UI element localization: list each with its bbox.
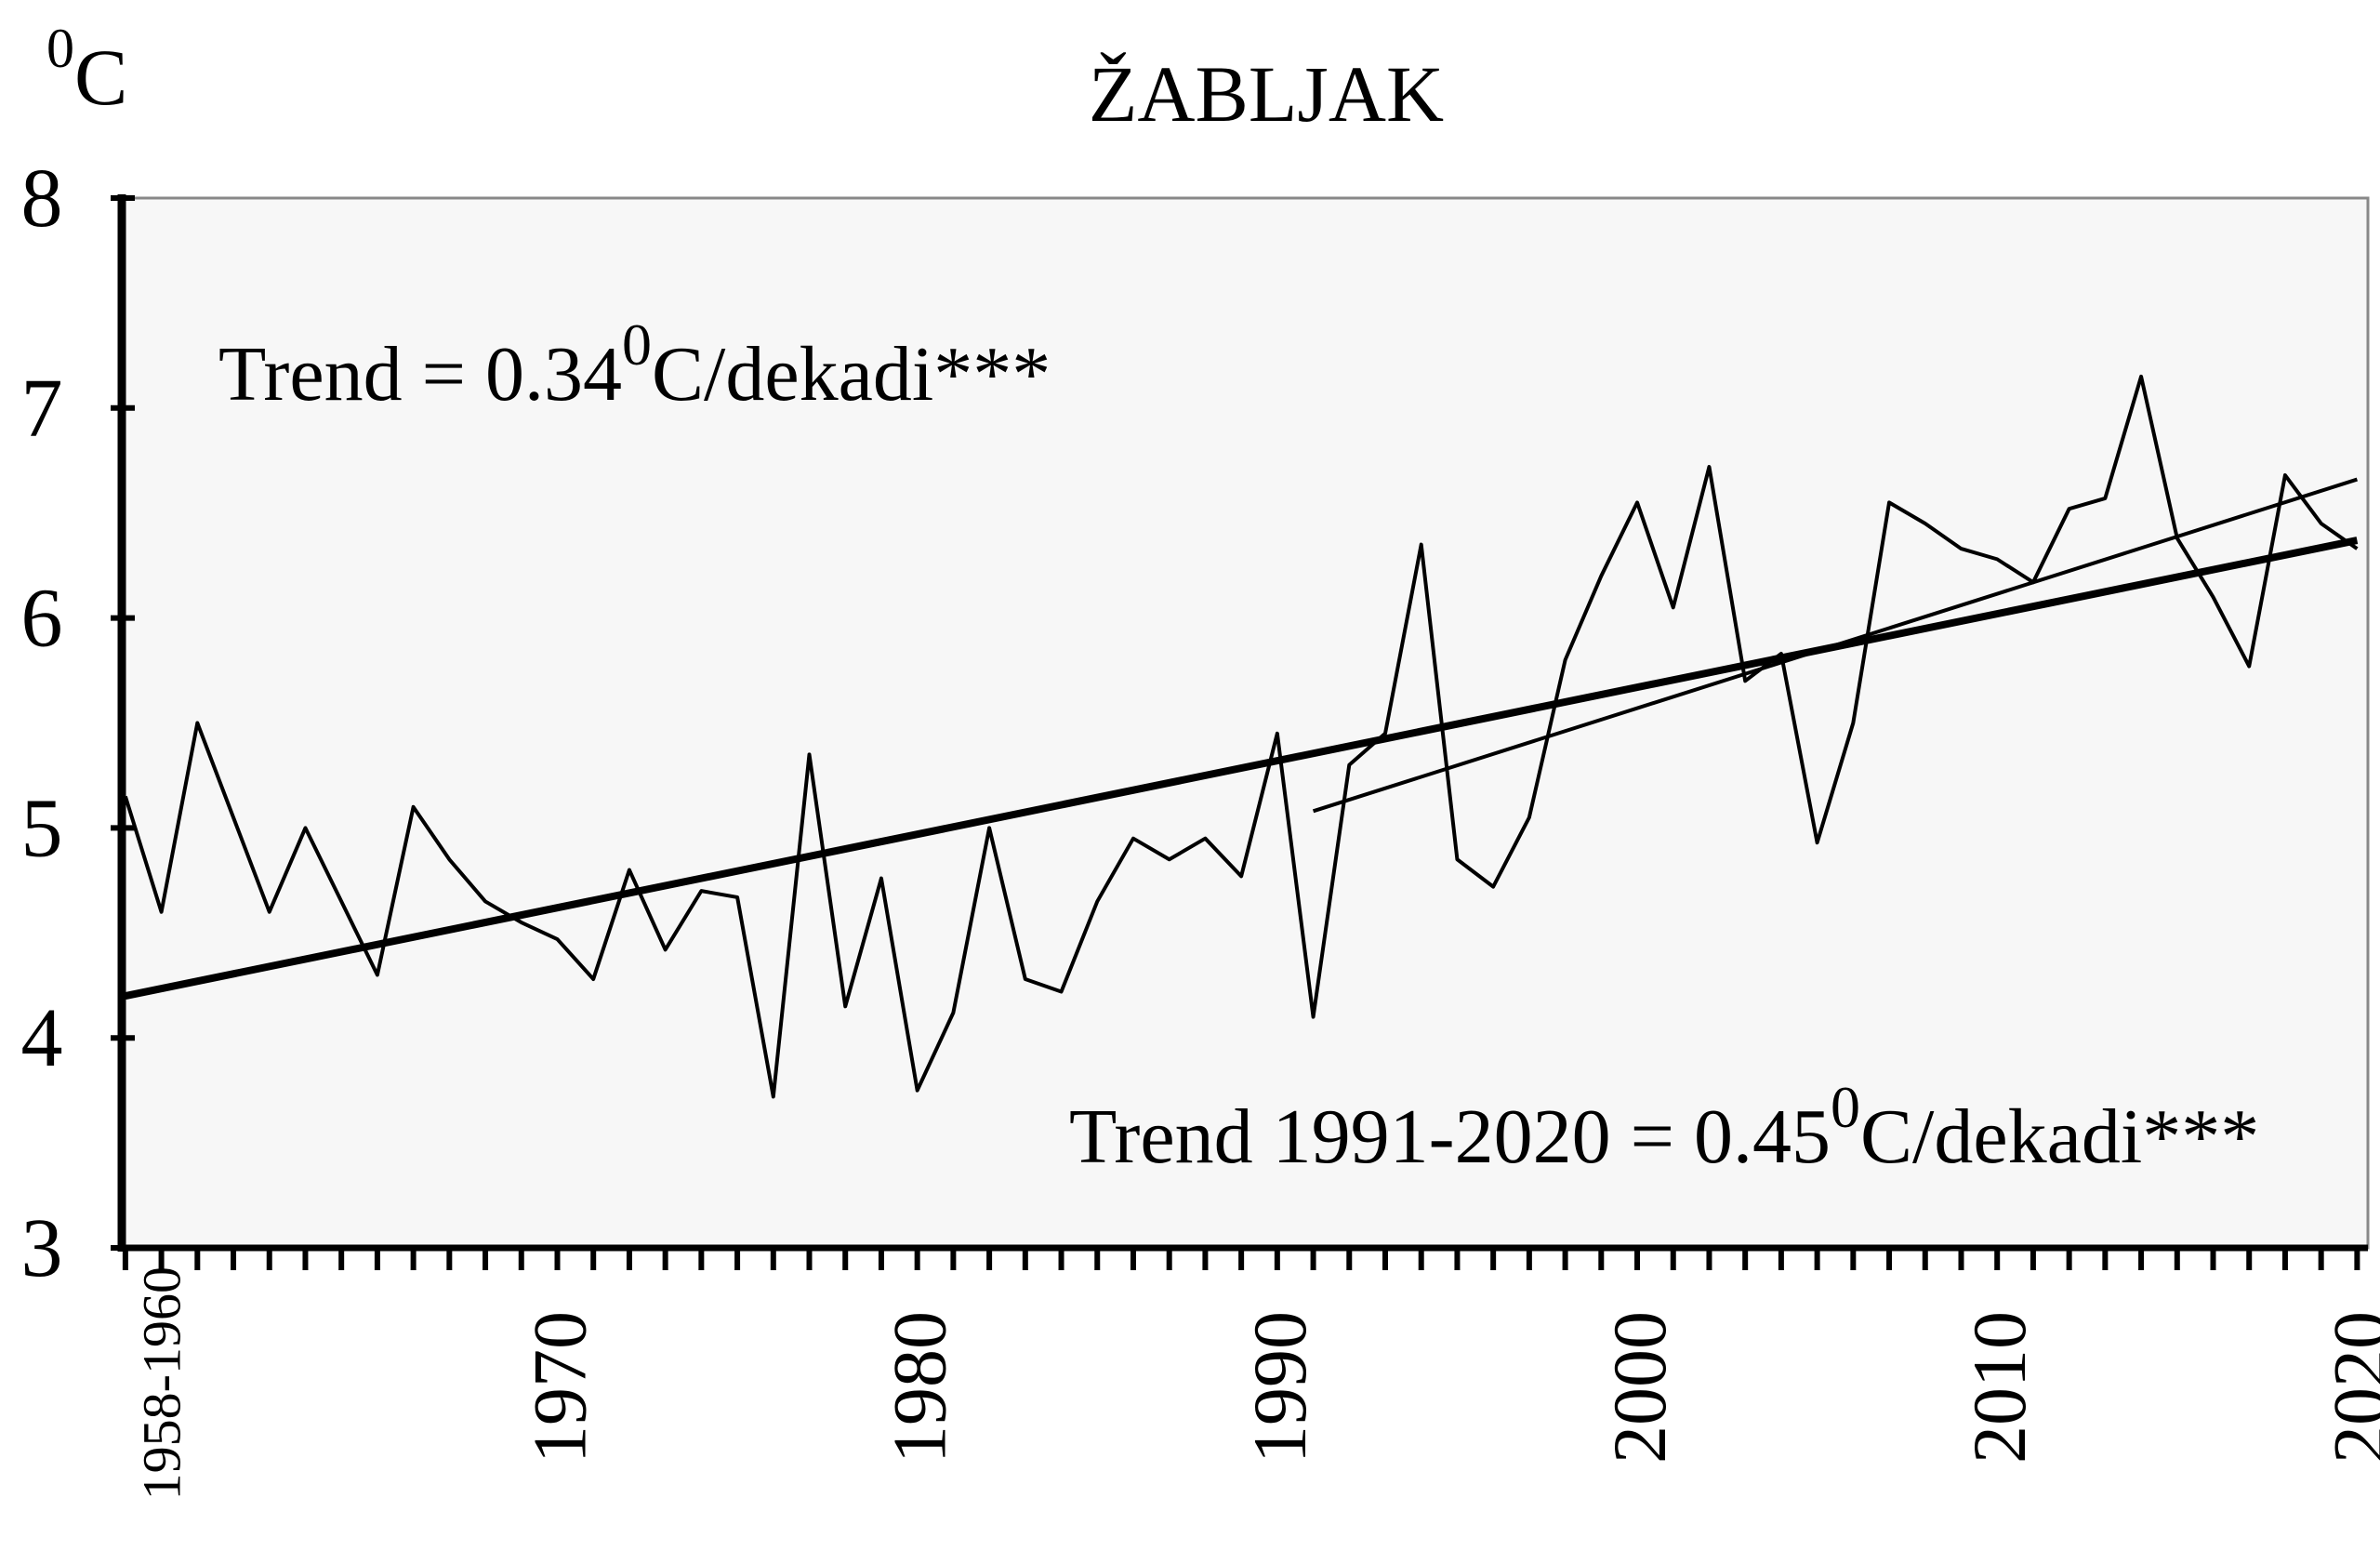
trend-line	[1312, 477, 2358, 814]
y-tick-label: 4	[21, 992, 63, 1084]
annotation-sup: 0	[1831, 1074, 1860, 1140]
trend-line	[125, 537, 2359, 1000]
annotation-text: C/dekadi***	[1860, 1094, 2259, 1180]
x-tick-label: 1990	[1237, 1311, 1322, 1464]
x-tick-label: 1958-1960	[132, 1266, 192, 1500]
y-tick-label: 5	[21, 782, 63, 874]
x-tick-label: 1970	[517, 1311, 602, 1464]
data-line	[123, 374, 2359, 1099]
annotation-sup: 0	[622, 312, 652, 378]
x-tick-label: 2020	[2317, 1311, 2380, 1464]
y-unit: 0C	[46, 18, 127, 122]
chart-title: ŽABLJAK	[1089, 49, 1444, 139]
annotation: Trend = 0.340C/dekadi***	[218, 312, 1051, 418]
y-tick-label: 8	[21, 152, 63, 245]
y-tick-label: 7	[21, 363, 63, 455]
y-unit-sup: 0	[46, 18, 74, 79]
y-tick-label: 3	[21, 1202, 63, 1294]
annotation-text: Trend 1991-2020 = 0.45	[1069, 1094, 1831, 1180]
annotation-text: C/dekadi***	[652, 331, 1051, 418]
y-unit-text: C	[74, 33, 127, 122]
y-tick-label: 6	[21, 573, 63, 665]
x-tick-label: 2010	[1957, 1311, 2042, 1464]
x-tick-label: 2000	[1597, 1311, 1682, 1464]
annotation-text: Trend = 0.34	[218, 331, 622, 418]
x-tick-label: 1980	[878, 1311, 962, 1464]
annotation: Trend 1991-2020 = 0.450C/dekadi***	[1069, 1074, 2259, 1180]
plot-background	[120, 196, 2370, 1250]
